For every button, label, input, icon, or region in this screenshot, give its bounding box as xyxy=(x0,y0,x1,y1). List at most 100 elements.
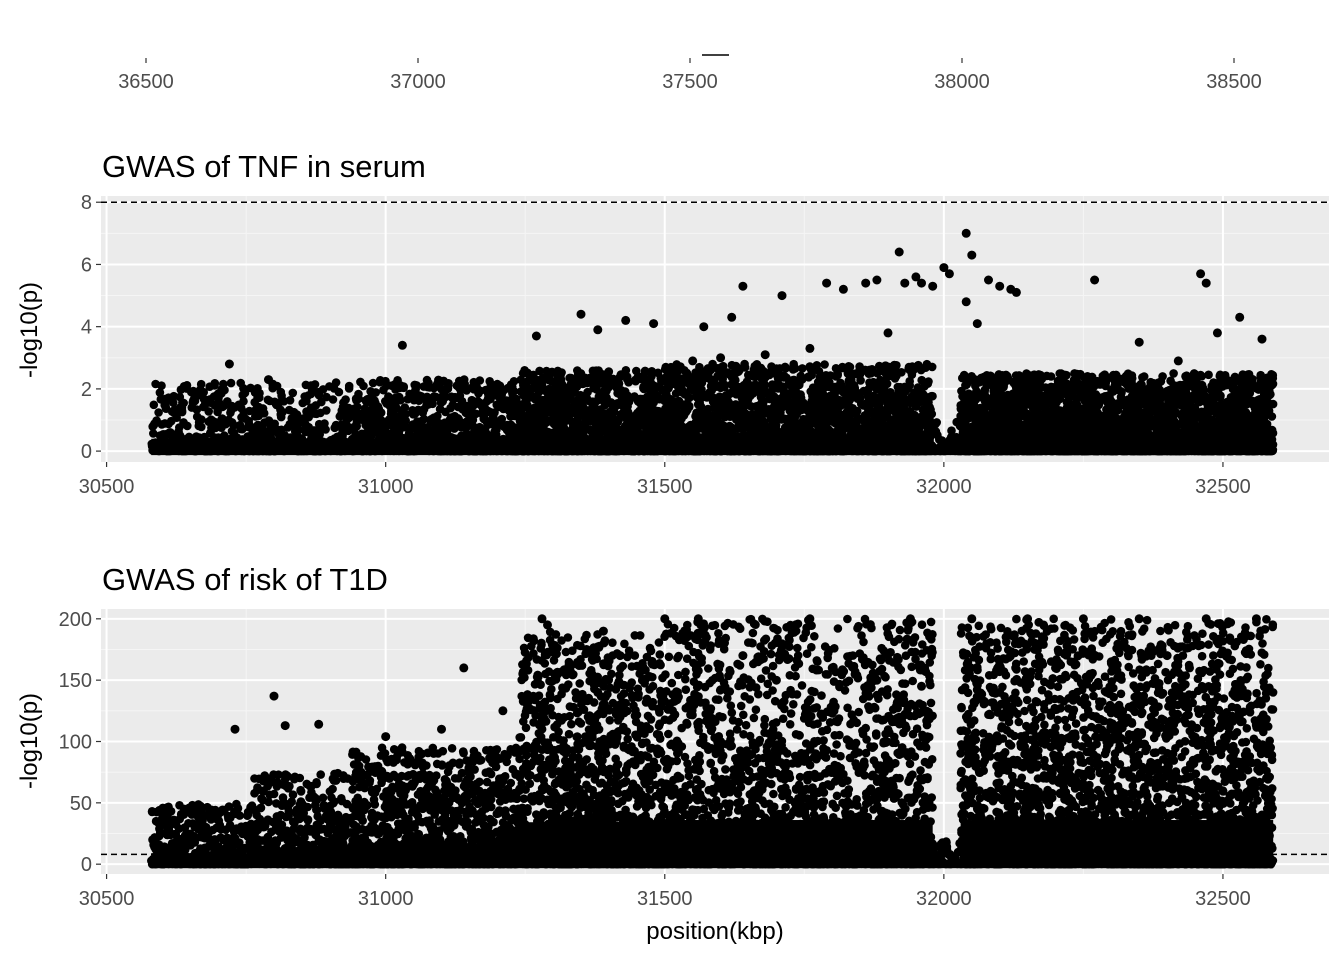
data-point xyxy=(772,364,781,373)
data-point xyxy=(484,393,493,403)
data-point xyxy=(634,414,643,423)
data-point xyxy=(337,406,347,415)
data-point-floor xyxy=(352,438,520,456)
data-point xyxy=(495,381,505,391)
data-point xyxy=(723,411,732,421)
data-point xyxy=(911,421,921,431)
data-point xyxy=(311,401,321,410)
data-point xyxy=(481,405,491,415)
data-point xyxy=(524,371,534,380)
data-point xyxy=(661,362,671,372)
x-tick-label: 30500 xyxy=(79,476,135,498)
data-point xyxy=(918,390,927,399)
data-point xyxy=(791,402,800,412)
data-point xyxy=(517,400,526,409)
data-point xyxy=(344,384,354,393)
data-point xyxy=(856,376,865,385)
data-point xyxy=(920,397,929,407)
top-strip-tick-0: 36500 xyxy=(118,58,174,93)
y-tick-label: 0 xyxy=(81,441,92,463)
panel1-y-axis-title: -log10(p) xyxy=(16,282,43,378)
data-point xyxy=(622,415,632,425)
data-point xyxy=(757,388,766,398)
data-point xyxy=(187,403,197,412)
data-point xyxy=(168,398,178,407)
data-point xyxy=(263,395,273,405)
data-point xyxy=(645,409,655,419)
data-point xyxy=(354,389,363,399)
data-point xyxy=(190,394,199,403)
data-point xyxy=(887,371,896,381)
data-point xyxy=(289,407,299,417)
data-point xyxy=(161,404,171,414)
data-point xyxy=(366,387,375,396)
data-point xyxy=(878,406,888,415)
data-point xyxy=(804,413,813,423)
data-point xyxy=(205,395,215,404)
data-point xyxy=(204,407,213,416)
data-point xyxy=(686,420,695,430)
data-point xyxy=(637,405,647,415)
data-point xyxy=(552,385,562,394)
data-point xyxy=(787,413,796,422)
data-point xyxy=(260,418,269,427)
data-point xyxy=(249,423,259,433)
data-point xyxy=(251,405,261,414)
data-point xyxy=(359,381,368,391)
data-point xyxy=(789,375,799,385)
data-point xyxy=(490,408,499,417)
data-point xyxy=(528,383,538,393)
data-point xyxy=(588,372,597,381)
top-strip-tick-4: 38500 xyxy=(1206,58,1262,93)
data-point xyxy=(174,427,183,436)
data-point xyxy=(767,414,776,424)
data-point xyxy=(453,414,463,423)
data-point xyxy=(669,397,678,406)
data-point xyxy=(601,399,610,408)
data-point xyxy=(535,366,544,376)
data-point xyxy=(592,385,601,394)
data-point xyxy=(494,389,504,399)
data-point xyxy=(899,414,908,424)
data-point xyxy=(820,360,829,369)
data-point xyxy=(272,400,281,410)
data-point xyxy=(839,400,849,409)
x-tick-label: 32500 xyxy=(1195,476,1251,498)
data-point xyxy=(780,362,790,372)
data-point xyxy=(154,408,163,417)
data-point xyxy=(303,391,313,400)
data-point xyxy=(716,363,726,372)
y-tick-label: 6 xyxy=(81,254,92,276)
data-point xyxy=(298,414,308,423)
data-point xyxy=(892,421,902,431)
data-point xyxy=(580,412,590,421)
data-point xyxy=(580,404,589,414)
data-point xyxy=(677,414,686,423)
data-point xyxy=(740,408,749,417)
data-point xyxy=(564,405,574,415)
data-point xyxy=(709,393,718,403)
data-point xyxy=(676,362,685,371)
top-strip-tick-2: 37500 xyxy=(662,58,718,93)
data-point xyxy=(734,416,743,426)
data-point xyxy=(552,414,562,424)
data-point xyxy=(310,380,320,389)
data-point-floor xyxy=(519,436,665,456)
data-point xyxy=(235,420,245,430)
point-cloud xyxy=(147,228,1278,456)
y-tick-label: 8 xyxy=(81,192,92,214)
data-point xyxy=(322,406,331,415)
data-point xyxy=(428,395,437,405)
data-point xyxy=(631,376,640,386)
data-point xyxy=(227,401,237,411)
data-point xyxy=(793,391,803,400)
data-point xyxy=(155,388,165,397)
data-point xyxy=(556,370,565,380)
data-point xyxy=(556,422,566,432)
data-point xyxy=(748,389,758,398)
top-strip-tick-1: 37000 xyxy=(390,58,446,93)
data-point xyxy=(818,389,828,398)
top-tick-label: 37500 xyxy=(662,71,718,93)
data-point xyxy=(250,398,259,407)
